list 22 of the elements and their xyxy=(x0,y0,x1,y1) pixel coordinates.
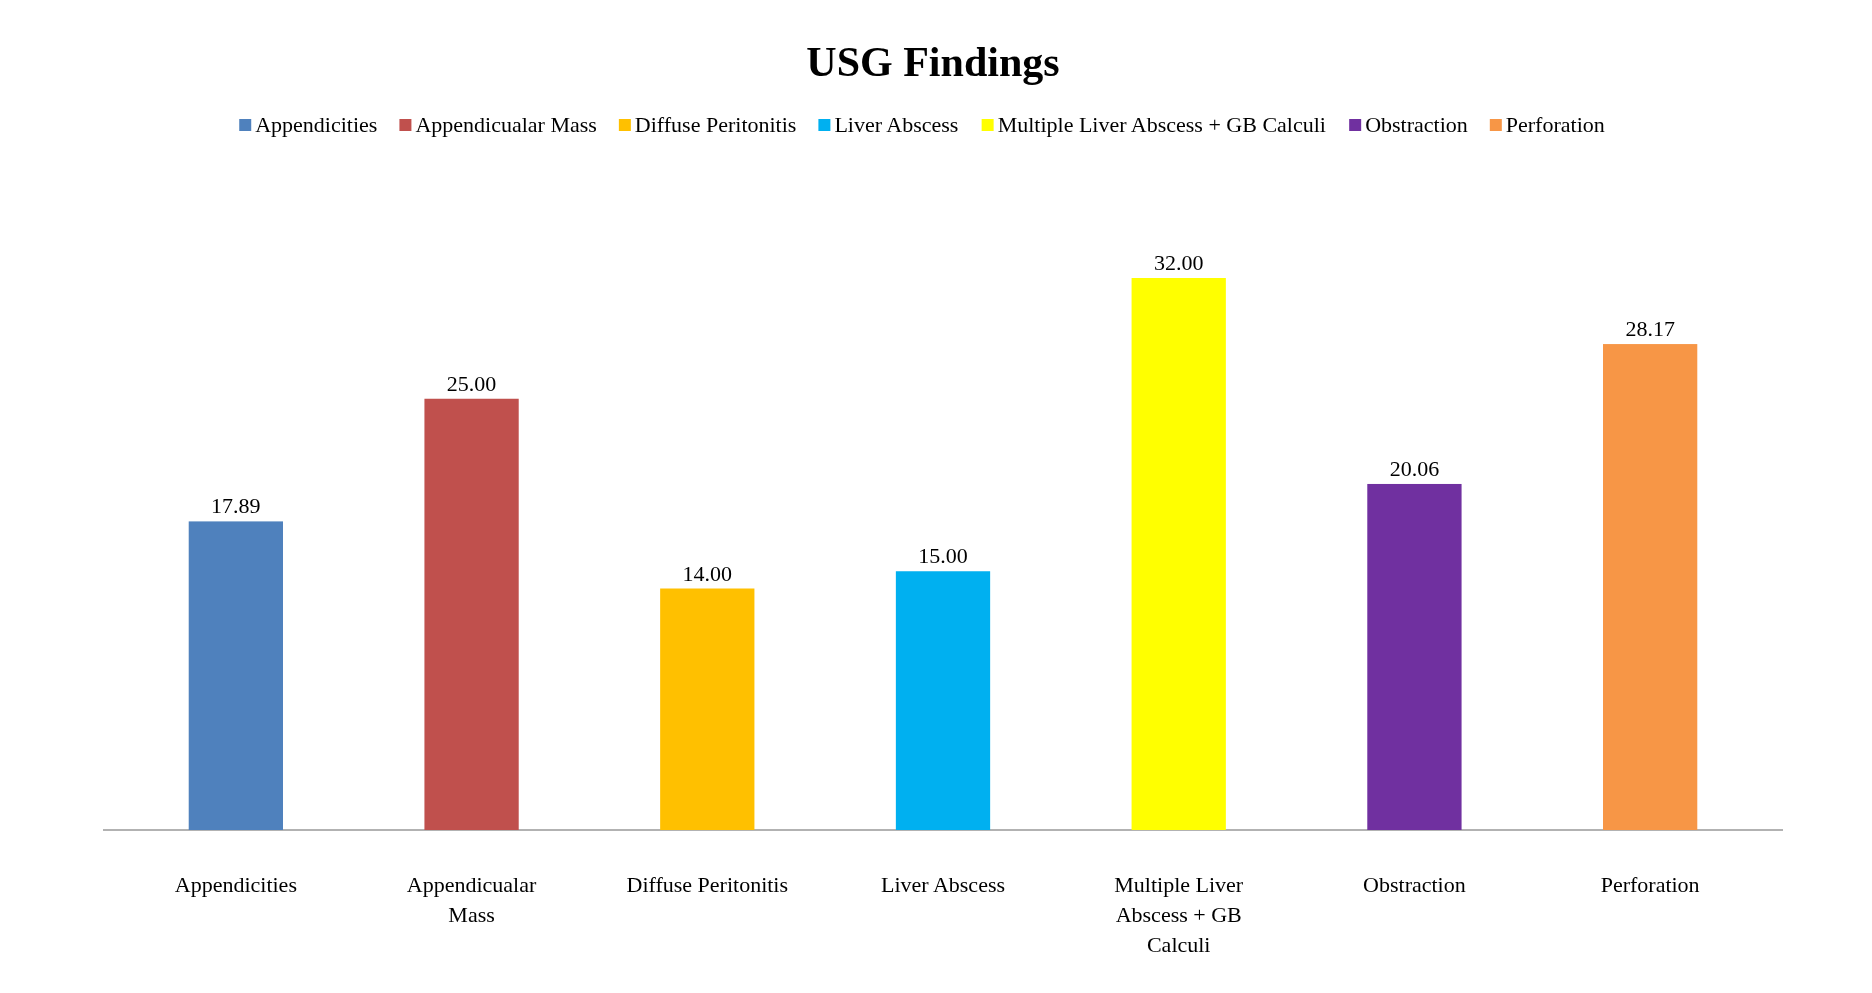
x-tick-label: Appendicualar Mass xyxy=(406,872,537,927)
chart-title: USG Findings xyxy=(806,39,1060,85)
x-tick-label: Diffuse Peritonitis xyxy=(626,872,789,897)
x-tick-label: Liver Abscess xyxy=(880,872,1006,897)
data-label: 28.17 xyxy=(1625,316,1675,342)
legend-label: Appendicualar Mass xyxy=(415,112,597,137)
legend-label: Liver Abscess xyxy=(834,112,959,137)
data-label: 14.00 xyxy=(682,560,733,586)
data-label: 32.00 xyxy=(1153,250,1204,275)
x-tick-label: Multiple Liver Abscess + GB Calculi xyxy=(1114,872,1244,957)
legend-label: Perforation xyxy=(1505,112,1605,137)
data-label: 15.00 xyxy=(918,543,968,569)
data-label: 17.89 xyxy=(211,493,261,519)
legend-label: Obstraction xyxy=(1365,112,1468,137)
legend-label: Diffuse Peritonitis xyxy=(634,112,797,137)
x-tick-label: Appendicities xyxy=(174,872,297,897)
x-tick-label: Perforation xyxy=(1600,872,1700,897)
legend-label: Appendicities xyxy=(255,112,378,137)
data-label: 20.06 xyxy=(1389,455,1440,481)
legend-label: Multiple Liver Abscess + GB Calculi xyxy=(997,112,1326,137)
data-label: 25.00 xyxy=(446,370,497,396)
x-tick-label: Obstraction xyxy=(1363,872,1466,897)
